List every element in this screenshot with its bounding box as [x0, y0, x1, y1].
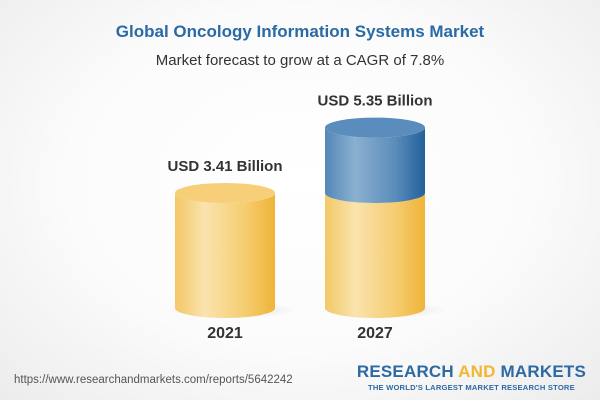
chart-subtitle: Market forecast to grow at a CAGR of 7.8… [155, 52, 445, 69]
data-label: USD 5.35 Billion [317, 93, 432, 110]
cylinder-base-segment-2027 [325, 193, 425, 318]
cylinder-top-2027 [325, 117, 425, 138]
data-label: USD 3.41 Billion [167, 158, 282, 175]
cylinder-top-2021 [175, 183, 275, 203]
research-and-markets-logo: RESEARCH AND MARKETS THE WORLD'S LARGEST… [356, 362, 586, 392]
logo-tagline: THE WORLD'S LARGEST MARKET RESEARCH STOR… [367, 383, 575, 392]
cylinder-body-2021 [175, 193, 275, 318]
cylinder-growth-segment-2027 [325, 127, 425, 203]
chart-title: Global Oncology Information Systems Mark… [115, 22, 485, 41]
source-url[interactable]: https://www.researchandmarkets.com/repor… [14, 374, 293, 386]
category-label: 2027 [357, 325, 393, 342]
category-label: 2021 [207, 325, 243, 342]
